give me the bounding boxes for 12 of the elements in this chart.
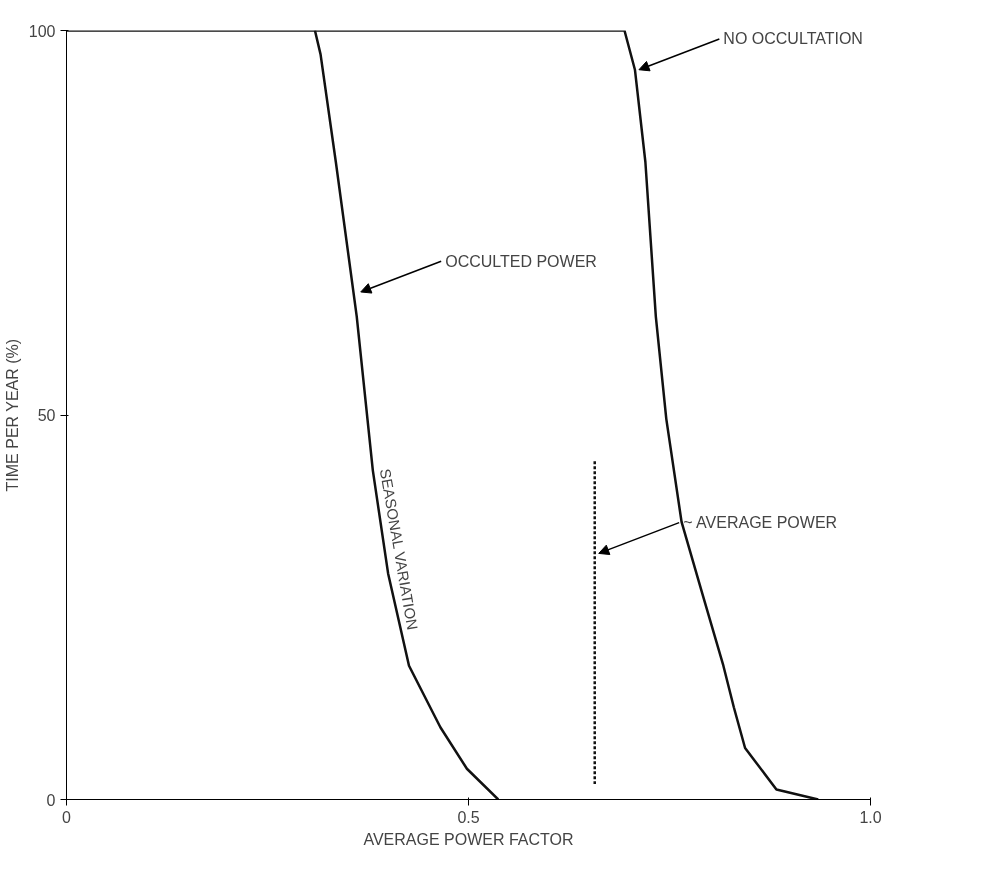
x-tick-label: 0.5 [457, 808, 480, 826]
annotation: ~ AVERAGE POWER [683, 514, 838, 532]
y-tick-label: 100 [28, 22, 56, 40]
y-tick-label: 50 [37, 407, 56, 424]
x-axis-title: AVERAGE POWER FACTOR [363, 830, 574, 848]
annotation: OCCULTED POWER [445, 252, 597, 270]
x-tick-label: 0 [62, 808, 72, 826]
y-tick-label: 0 [46, 791, 56, 809]
annotation: NO OCCULTATION [723, 30, 863, 48]
annotation: SEASONAL VARIATION [376, 467, 422, 632]
x-tick-label: 1.0 [859, 808, 882, 826]
y-axis-title: TIME PER YEAR (%) [3, 338, 21, 492]
